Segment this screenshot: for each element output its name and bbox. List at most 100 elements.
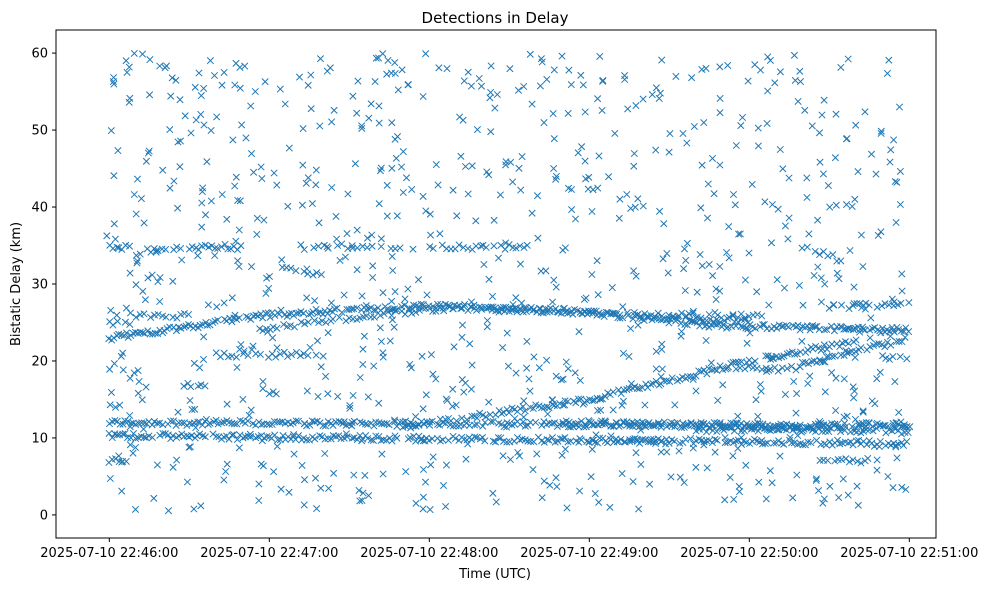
data-point — [778, 424, 786, 432]
data-point — [197, 381, 205, 389]
data-point — [761, 424, 770, 432]
data-point — [658, 312, 666, 320]
data-point — [849, 383, 857, 391]
data-point — [303, 294, 311, 302]
data-point — [859, 262, 867, 271]
data-point — [877, 228, 885, 236]
data-point — [398, 66, 406, 74]
data-point — [356, 373, 364, 382]
data-point — [471, 433, 479, 441]
data-point — [891, 177, 899, 186]
data-point — [306, 343, 314, 351]
data-point — [138, 396, 146, 404]
data-point — [435, 64, 443, 72]
data-point — [404, 81, 412, 89]
data-point — [774, 205, 782, 213]
data-point — [525, 375, 533, 383]
data-point — [126, 320, 134, 328]
data-point — [686, 435, 695, 443]
data-point — [338, 240, 346, 248]
data-point — [265, 272, 274, 281]
data-point — [867, 150, 876, 158]
data-point — [791, 350, 799, 358]
data-point — [183, 421, 191, 430]
data-point — [760, 321, 768, 329]
data-point — [605, 173, 613, 181]
data-point — [173, 456, 181, 464]
data-point — [652, 347, 660, 355]
data-point — [132, 210, 140, 218]
data-point — [386, 337, 394, 345]
data-point — [823, 325, 831, 334]
data-point — [462, 455, 470, 463]
data-point — [368, 242, 376, 250]
data-point — [232, 353, 240, 361]
data-point — [350, 471, 358, 479]
data-point — [245, 411, 253, 419]
data-point — [598, 106, 606, 114]
data-point — [503, 438, 511, 446]
data-point — [665, 148, 673, 156]
data-point — [426, 243, 434, 251]
data-point — [214, 244, 222, 253]
data-point — [634, 195, 642, 203]
data-point — [134, 389, 142, 397]
data-point — [304, 81, 312, 89]
data-point — [766, 467, 774, 475]
data-point — [195, 69, 203, 77]
data-point — [737, 322, 745, 330]
data-point — [729, 358, 737, 366]
data-point — [723, 248, 731, 257]
data-point — [257, 421, 265, 429]
data-point — [436, 304, 444, 312]
data-point — [748, 180, 756, 188]
data-point — [254, 312, 262, 320]
data-point — [559, 375, 567, 383]
plot-area-frame — [55, 29, 937, 539]
data-point — [449, 305, 457, 313]
data-point — [485, 171, 493, 179]
data-point — [499, 452, 507, 460]
chart-title: Detections in Delay — [422, 9, 569, 27]
data-point — [576, 435, 584, 443]
data-point — [383, 212, 391, 220]
data-point — [270, 468, 278, 476]
data-point — [758, 312, 766, 320]
data-point — [536, 82, 544, 90]
data-point — [184, 321, 193, 329]
data-point — [593, 311, 601, 319]
data-point — [194, 252, 202, 260]
data-point — [295, 73, 304, 81]
data-point — [467, 298, 476, 306]
data-point — [375, 200, 383, 208]
data-point — [862, 419, 870, 427]
data-point — [546, 481, 554, 489]
data-point — [140, 419, 148, 427]
data-point — [117, 331, 125, 339]
data-point — [122, 457, 130, 465]
data-point — [816, 251, 824, 259]
data-point — [769, 354, 777, 362]
data-point — [213, 303, 221, 311]
data-point — [868, 397, 876, 405]
data-point — [301, 419, 309, 427]
data-point — [148, 271, 156, 279]
data-point — [630, 162, 638, 170]
x-axis: 2025-07-10 22:46:00 2025-07-10 22:47:00 20… — [40, 538, 978, 561]
data-point — [269, 334, 277, 342]
data-point — [624, 105, 632, 113]
data-point — [166, 126, 174, 134]
data-point — [515, 164, 523, 172]
data-point — [594, 291, 602, 299]
data-point — [795, 281, 803, 289]
data-point — [300, 476, 309, 484]
data-point — [233, 435, 241, 444]
data-point — [630, 267, 638, 275]
data-point — [764, 87, 772, 95]
data-point — [367, 313, 375, 321]
data-point — [841, 419, 849, 427]
data-point — [197, 110, 205, 118]
data-point — [689, 375, 697, 383]
data-point — [593, 439, 602, 447]
data-point — [843, 134, 851, 143]
